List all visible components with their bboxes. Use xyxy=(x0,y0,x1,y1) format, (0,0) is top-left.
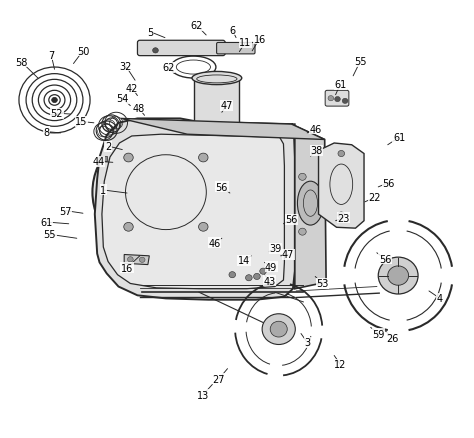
Polygon shape xyxy=(319,144,364,229)
Text: 58: 58 xyxy=(15,58,27,67)
Text: 44: 44 xyxy=(92,157,105,167)
Polygon shape xyxy=(124,255,149,265)
Text: 23: 23 xyxy=(337,213,350,223)
Text: 56: 56 xyxy=(379,254,391,264)
Circle shape xyxy=(246,275,252,281)
Text: 8: 8 xyxy=(44,127,49,137)
Polygon shape xyxy=(121,119,325,140)
Text: 50: 50 xyxy=(77,47,89,57)
Circle shape xyxy=(342,99,348,104)
FancyBboxPatch shape xyxy=(137,41,225,57)
Circle shape xyxy=(199,154,208,162)
Text: 32: 32 xyxy=(119,62,132,71)
Text: 61: 61 xyxy=(393,133,405,143)
Circle shape xyxy=(153,49,158,54)
FancyBboxPatch shape xyxy=(217,43,255,55)
Text: 12: 12 xyxy=(334,360,346,369)
Circle shape xyxy=(335,97,340,102)
Circle shape xyxy=(139,258,145,263)
Text: 26: 26 xyxy=(386,333,399,343)
Text: 14: 14 xyxy=(238,256,250,265)
Text: 43: 43 xyxy=(263,276,275,286)
Text: 48: 48 xyxy=(132,104,145,113)
Circle shape xyxy=(388,266,409,286)
Circle shape xyxy=(328,96,334,102)
Circle shape xyxy=(199,223,208,232)
Circle shape xyxy=(270,321,287,337)
Text: 7: 7 xyxy=(48,51,55,60)
Circle shape xyxy=(260,268,266,275)
Text: 38: 38 xyxy=(310,146,323,156)
Circle shape xyxy=(262,314,295,345)
Polygon shape xyxy=(95,119,295,300)
Text: 2: 2 xyxy=(105,142,111,152)
Text: 61: 61 xyxy=(334,80,346,90)
Text: 13: 13 xyxy=(197,390,209,400)
Text: 16: 16 xyxy=(254,35,266,44)
Circle shape xyxy=(124,223,133,232)
Text: 39: 39 xyxy=(270,244,282,254)
Ellipse shape xyxy=(298,182,324,226)
Circle shape xyxy=(338,212,345,219)
Polygon shape xyxy=(292,125,326,289)
Text: 55: 55 xyxy=(44,230,56,240)
Text: 53: 53 xyxy=(316,279,328,289)
Text: 61: 61 xyxy=(40,218,53,227)
Text: 56: 56 xyxy=(383,178,395,188)
Text: 49: 49 xyxy=(265,262,277,272)
Circle shape xyxy=(299,229,306,236)
Text: 15: 15 xyxy=(75,117,88,127)
Text: 42: 42 xyxy=(126,84,138,93)
Text: 59: 59 xyxy=(372,329,384,339)
Circle shape xyxy=(124,154,133,162)
Polygon shape xyxy=(102,135,284,289)
Text: 54: 54 xyxy=(116,94,128,104)
Circle shape xyxy=(92,125,239,261)
Circle shape xyxy=(299,174,306,181)
Text: 11: 11 xyxy=(239,38,252,48)
Circle shape xyxy=(254,274,260,280)
Text: 55: 55 xyxy=(354,57,366,67)
Text: 47: 47 xyxy=(220,101,233,111)
Text: 6: 6 xyxy=(229,26,235,35)
Ellipse shape xyxy=(192,72,242,85)
Circle shape xyxy=(378,258,418,294)
Text: 57: 57 xyxy=(59,206,72,216)
Text: 46: 46 xyxy=(309,124,321,134)
Text: 5: 5 xyxy=(147,28,154,38)
Text: 1: 1 xyxy=(100,186,106,195)
Text: 27: 27 xyxy=(213,374,225,384)
FancyBboxPatch shape xyxy=(194,79,239,125)
Text: 62: 62 xyxy=(162,63,174,73)
Circle shape xyxy=(229,272,236,278)
Circle shape xyxy=(128,257,133,262)
Text: 56: 56 xyxy=(216,183,228,192)
FancyBboxPatch shape xyxy=(99,157,107,162)
Circle shape xyxy=(338,151,345,157)
Text: 52: 52 xyxy=(51,109,63,119)
Text: 62: 62 xyxy=(191,21,203,31)
Text: 4: 4 xyxy=(437,294,443,304)
Text: 47: 47 xyxy=(282,250,294,260)
Text: partstree: partstree xyxy=(146,207,271,231)
FancyBboxPatch shape xyxy=(325,91,349,107)
Text: 16: 16 xyxy=(121,263,133,273)
Text: 56: 56 xyxy=(285,215,298,225)
Text: 46: 46 xyxy=(208,238,220,248)
Text: 3: 3 xyxy=(304,338,310,347)
Text: 22: 22 xyxy=(368,193,381,203)
Circle shape xyxy=(52,98,57,103)
